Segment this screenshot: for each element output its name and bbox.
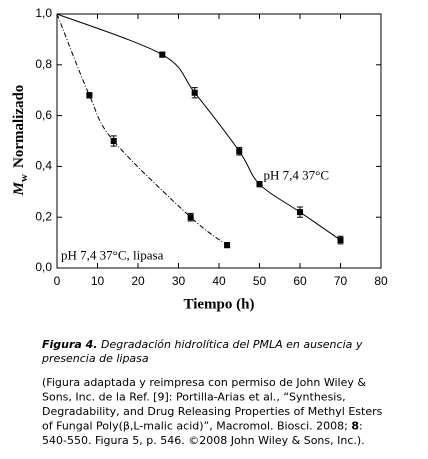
y-title-symbol: M	[11, 181, 27, 196]
x-tick-label: 70	[334, 274, 348, 288]
data-point	[224, 242, 231, 249]
y-tick-label: 0,0	[35, 260, 52, 274]
caption-body: (Figura adaptada y reimpresa con permiso…	[42, 376, 383, 447]
y-tick-label: 1,0	[35, 6, 52, 20]
caption-segment: 8	[351, 420, 359, 433]
data-point	[297, 209, 303, 216]
x-axis-title: Tiempo (h)	[184, 296, 255, 312]
y-tick-label: 0,8	[35, 57, 52, 71]
x-tick-label: 50	[253, 274, 267, 288]
y-axis-title: Mw Normalizado	[11, 85, 29, 197]
caption-title: Figura 4. Degradación hidrolítica del PM…	[42, 338, 363, 351]
y-tick-label: 0,2	[35, 209, 52, 223]
data-point	[86, 92, 93, 99]
data-point	[337, 237, 344, 244]
caption-line: of Fungal Poly(β,L-malic acid)”, Macromo…	[42, 420, 363, 433]
caption-segment: 540-550. Figura 5, p. 546. ©2008 John Wi…	[42, 434, 365, 447]
data-point	[159, 51, 166, 58]
caption-segment: Degradability, and Drug Releasing Proper…	[42, 405, 383, 418]
caption-segment: (Figura adaptada y reimpresa con permiso…	[42, 376, 366, 389]
x-tick-label: 80	[374, 274, 388, 288]
caption-line: 540-550. Figura 5, p. 546. ©2008 John Wi…	[42, 434, 365, 447]
caption-title-line: presencia de lipasa	[41, 352, 149, 365]
y-title-subscript: w	[18, 174, 30, 182]
y-tick-label: 0,6	[35, 108, 52, 122]
x-tick-label: 30	[172, 274, 186, 288]
series-line	[56, 13, 341, 241]
caption-label: Figura 4.	[42, 338, 98, 351]
caption-segment: :	[359, 420, 363, 433]
data-point	[236, 148, 243, 155]
data-point	[187, 214, 194, 221]
plot-frame	[56, 13, 382, 269]
data-point	[256, 181, 263, 188]
caption-segment: Sons, Inc. de la Ref. [9]: Portilla-Aria…	[42, 391, 346, 404]
x-tick-label: 20	[131, 274, 145, 288]
caption-line: (Figura adaptada y reimpresa con permiso…	[42, 376, 366, 389]
caption-line: Degradability, and Drug Releasing Proper…	[42, 405, 383, 418]
caption-title-line: Degradación hidrolítica del PMLA en ause…	[98, 338, 363, 351]
x-tick-label: 10	[91, 274, 105, 288]
x-tick-label: 60	[293, 274, 307, 288]
data-point	[191, 89, 198, 96]
caption-line: Sons, Inc. de la Ref. [9]: Portilla-Aria…	[42, 391, 346, 404]
annotation: pH 7,4 37°C	[264, 168, 330, 183]
annotation: pH 7,4 37°C, lipasa	[61, 248, 164, 263]
caption-segment: of Fungal Poly(β,L-malic acid)”, Macromo…	[42, 420, 351, 433]
series-line	[56, 13, 228, 246]
x-tick-label: 0	[54, 274, 61, 288]
x-tick-label: 40	[212, 274, 226, 288]
y-title-text: Normalizado	[11, 85, 27, 168]
y-tick-label: 0,4	[35, 159, 52, 173]
data-point	[110, 138, 117, 144]
